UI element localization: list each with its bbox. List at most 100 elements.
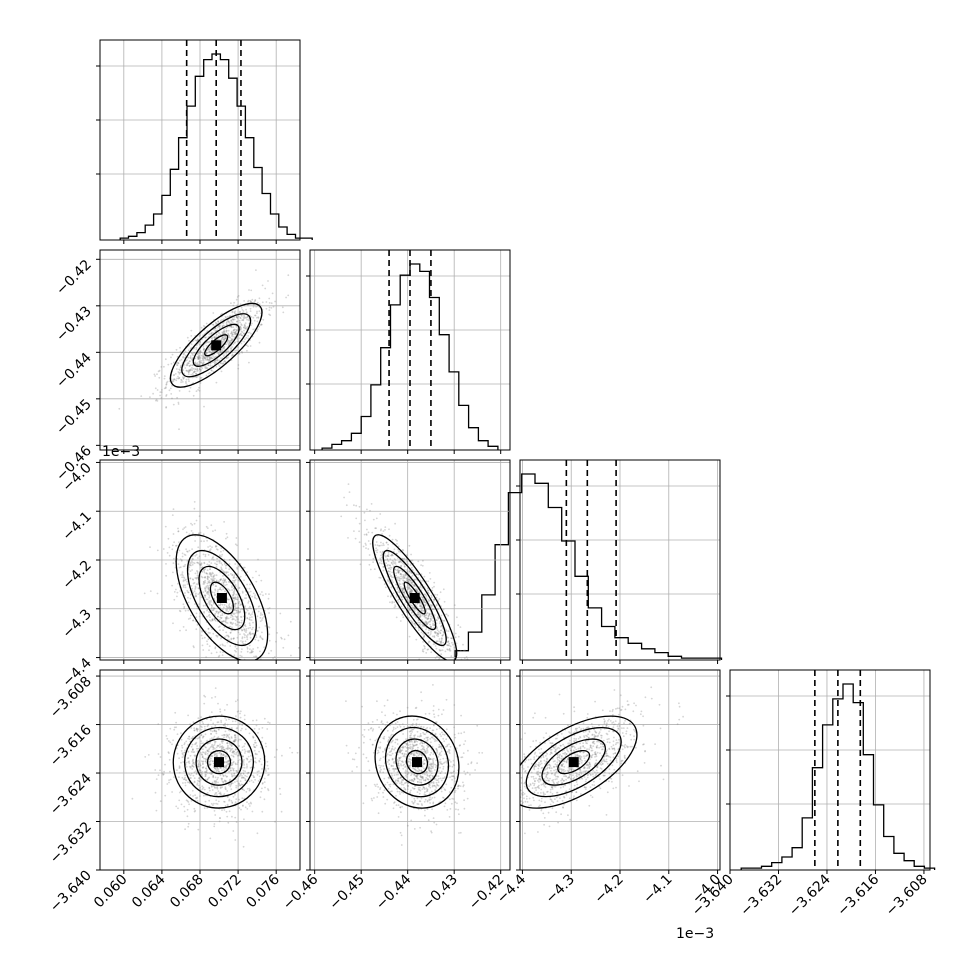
sample-point <box>405 573 407 576</box>
sample-point <box>432 763 435 766</box>
sample-point <box>234 816 237 819</box>
sample-point <box>213 780 216 783</box>
sample-point <box>264 769 267 771</box>
sample-point <box>218 728 220 731</box>
sample-point <box>213 802 215 805</box>
sample-point <box>208 764 211 766</box>
sample-point <box>215 563 218 566</box>
sample-point <box>429 620 431 623</box>
sample-point <box>184 781 187 784</box>
sample-point <box>345 504 348 507</box>
sample-point <box>210 604 213 606</box>
sample-point <box>235 328 238 331</box>
sample-point <box>234 839 237 841</box>
sample-point <box>210 351 213 354</box>
sample-point <box>223 330 225 332</box>
sample-point <box>435 626 438 629</box>
sample-point <box>221 809 223 812</box>
sample-point <box>198 532 200 534</box>
sample-point <box>428 612 431 615</box>
sample-point <box>204 800 207 803</box>
sample-point <box>387 570 390 572</box>
sample-point <box>255 719 258 722</box>
sample-point <box>453 704 456 706</box>
sample-point <box>175 545 177 547</box>
sample-point <box>446 636 449 639</box>
sample-point <box>406 706 409 709</box>
sample-point <box>244 327 247 330</box>
sample-point <box>437 633 440 635</box>
sample-point <box>223 809 226 811</box>
sample-point <box>212 776 215 779</box>
sample-point <box>435 775 438 777</box>
sample-point <box>402 587 404 589</box>
sample-point <box>221 568 223 571</box>
sample-point <box>193 501 196 503</box>
sample-point <box>230 621 233 624</box>
sample-point <box>215 802 218 805</box>
sample-point <box>169 778 172 781</box>
sample-point <box>234 605 237 608</box>
sample-point <box>229 616 232 619</box>
sample-point <box>190 329 193 332</box>
sample-point <box>409 590 412 592</box>
sample-point <box>246 758 249 761</box>
sample-point <box>449 649 452 652</box>
sample-point <box>182 584 185 587</box>
sample-point <box>447 614 449 617</box>
sample-point <box>367 548 370 550</box>
sample-point <box>237 641 239 644</box>
sample-point <box>214 335 216 338</box>
sample-point <box>225 331 228 333</box>
sample-point <box>436 749 438 752</box>
sample-point <box>419 616 422 618</box>
sample-point <box>262 318 265 321</box>
sample-point <box>244 777 246 780</box>
density-contour <box>192 323 240 367</box>
sample-point <box>423 614 426 616</box>
sample-point <box>265 770 267 772</box>
sample-point <box>408 578 411 580</box>
sample-point <box>427 756 430 759</box>
sample-point <box>242 772 245 775</box>
sample-point <box>180 364 182 367</box>
sample-point <box>228 342 231 345</box>
sample-point <box>208 763 211 766</box>
sample-point <box>225 572 228 575</box>
sample-point <box>391 554 394 557</box>
sample-point <box>247 331 250 334</box>
sample-point <box>213 810 216 812</box>
sample-point <box>232 740 235 743</box>
sample-point <box>227 636 230 638</box>
sample-point <box>232 326 235 329</box>
sample-point <box>217 611 220 614</box>
sample-point <box>211 754 213 757</box>
sample-point <box>401 614 404 616</box>
sample-point <box>172 508 175 511</box>
sample-point <box>187 371 190 374</box>
sample-point <box>208 645 211 647</box>
sample-point <box>243 324 246 327</box>
sample-point <box>214 740 217 743</box>
sample-point <box>195 616 198 618</box>
sample-point <box>210 745 213 748</box>
sample-point <box>244 676 246 678</box>
sample-point <box>216 326 219 329</box>
sample-point <box>225 609 228 612</box>
sample-point <box>427 631 430 634</box>
sample-point <box>232 591 235 594</box>
sample-point <box>253 655 256 658</box>
sample-point <box>231 311 234 314</box>
sample-point <box>393 774 396 776</box>
sample-point <box>230 347 232 349</box>
density-contour <box>206 749 232 775</box>
sample-point <box>405 577 408 580</box>
sample-point <box>212 746 214 749</box>
sample-point <box>222 346 225 349</box>
sample-point <box>187 737 189 740</box>
sample-point <box>408 586 410 589</box>
sample-point <box>203 771 206 773</box>
sample-point <box>209 346 212 349</box>
sample-point <box>425 595 428 597</box>
sample-point <box>200 734 203 737</box>
